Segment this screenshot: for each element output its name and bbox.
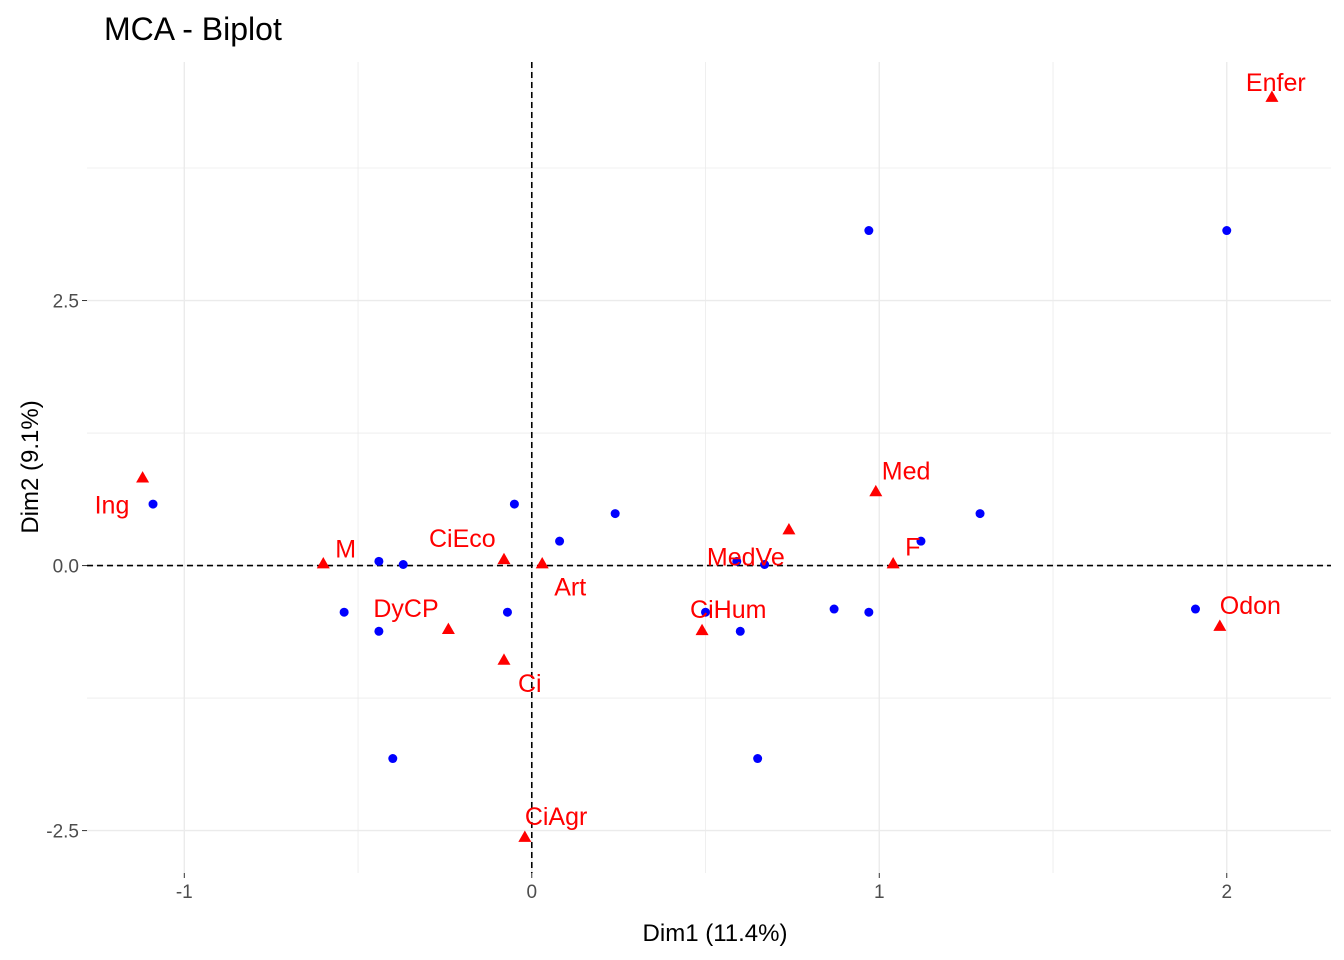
variable-point (441, 622, 455, 635)
individual-point (398, 560, 408, 570)
variable-point (782, 523, 796, 535)
variable-point (695, 623, 709, 636)
individual-point (760, 560, 770, 570)
individual-point (374, 556, 384, 566)
x-tick-label: 0 (526, 882, 537, 903)
variable-points (136, 90, 1279, 842)
individual-point (916, 536, 926, 546)
individual-point (735, 626, 745, 636)
individual-point (339, 607, 349, 617)
variable-point (136, 471, 150, 483)
individual-point (1222, 226, 1232, 236)
individual-point (829, 604, 839, 614)
variable-point (869, 484, 883, 497)
variable-point (316, 556, 330, 569)
variable-label: Med (882, 457, 931, 485)
individual-point (555, 536, 565, 546)
variable-point (497, 653, 511, 665)
chart-title: MCA - Biplot (104, 11, 282, 47)
individual-point (509, 499, 519, 509)
variable-label: Ci (518, 670, 542, 698)
reference-lines (87, 62, 1331, 873)
variable-point (535, 556, 549, 569)
individual-point (753, 754, 763, 764)
individual-point (502, 607, 512, 617)
variable-point (886, 556, 900, 569)
variable-point (1213, 619, 1227, 631)
variable-label: Ing (95, 492, 130, 520)
variable-point (497, 552, 511, 565)
grid (87, 62, 1331, 873)
y-tick-label: 2.5 (53, 292, 79, 313)
variable-label: CiEco (429, 525, 496, 553)
variable-label: CiHum (690, 596, 766, 624)
individual-point (374, 626, 384, 636)
variable-label: Enfer (1246, 69, 1306, 97)
variable-label: Art (554, 573, 586, 601)
individual-point (610, 509, 620, 519)
x-axis-title: Dim1 (11.4%) (643, 920, 788, 947)
variable-label: MedVe (707, 544, 785, 572)
x-tick-label: 2 (1221, 882, 1232, 903)
axis-ticks: -1 0 1 2 -2.5 0.0 2.5 (46, 292, 1232, 903)
variable-label: M (335, 535, 356, 563)
variable-label: DyCP (373, 595, 438, 623)
x-tick-label: 1 (874, 882, 885, 903)
variable-label: F (905, 533, 920, 561)
individual-point (975, 509, 985, 519)
individual-point (388, 754, 398, 764)
x-tick-label: -1 (176, 882, 193, 903)
individual-point (864, 607, 874, 617)
y-axis-title: Dim2 (9.1%) (17, 400, 44, 533)
individual-point (732, 556, 742, 566)
individual-point (148, 499, 158, 509)
variable-label: CiAgr (525, 803, 588, 831)
variable-labels: Ing M CiEco Art DyCP Ci CiAgr MedVe CiHum Med F Odo… (95, 69, 1306, 831)
y-tick-label: 0.0 (53, 557, 79, 578)
individual-point (864, 226, 874, 236)
individual-points (148, 226, 1232, 764)
variable-label: Odon (1220, 592, 1281, 620)
individual-point (701, 607, 711, 617)
y-tick-label: -2.5 (46, 822, 79, 843)
variable-point (518, 830, 532, 842)
variable-point (1265, 90, 1279, 102)
individual-point (1190, 604, 1200, 614)
